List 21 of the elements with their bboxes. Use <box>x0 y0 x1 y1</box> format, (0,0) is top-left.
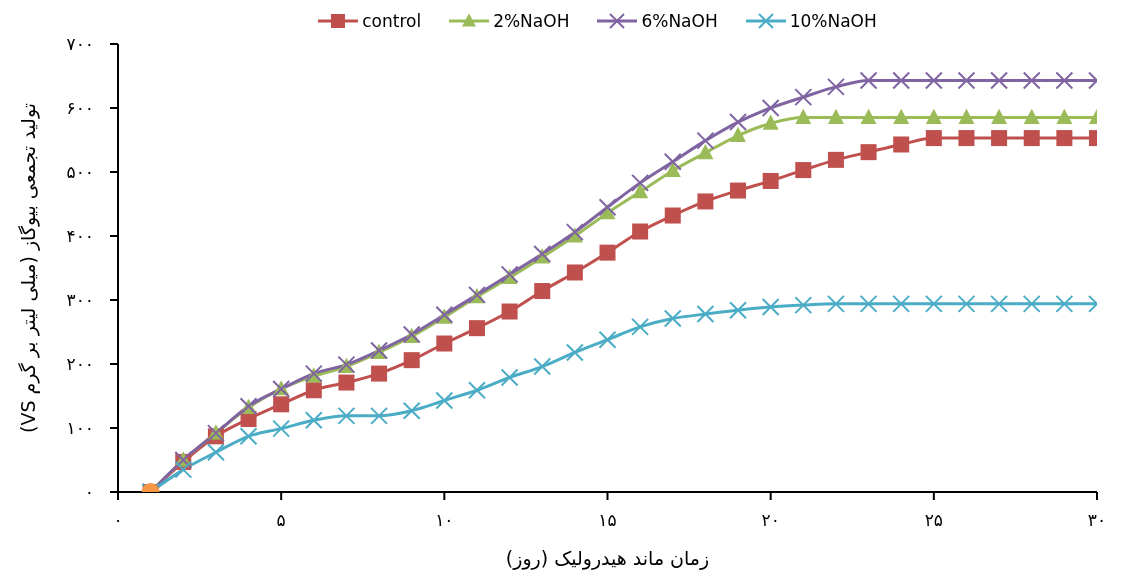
y-tick-label: ۶۰۰ <box>66 98 94 119</box>
x-axis-title: زمان ماند هیدرولیک (روز) <box>505 547 710 571</box>
x-tick-label: ۰ <box>113 510 123 531</box>
x-tick-label: ۵ <box>276 510 286 531</box>
legend-label: 2%NaOH <box>493 11 570 31</box>
y-axis-title: تولید تجمعی بیوگاز (میلی لیتر بر گرم VS) <box>16 103 40 433</box>
y-tick-label: ۲۰۰ <box>66 354 94 375</box>
x-tick-label: ۲۰ <box>761 510 780 531</box>
x-tick-label: ۲۵ <box>924 510 943 531</box>
x-tick-label: ۱۰ <box>435 510 454 531</box>
x-tick-label: ۱۵ <box>598 510 617 531</box>
y-tick-label: ۱۰۰ <box>66 418 94 439</box>
x-tick-label: ۳۰ <box>1087 510 1107 531</box>
legend-label: 10%NaOH <box>789 11 877 31</box>
y-tick-label: ۴۰۰ <box>66 226 94 247</box>
legend-label: 6%NaOH <box>641 11 718 31</box>
y-tick-label: ۷۰۰ <box>66 34 94 55</box>
y-tick-label: ۳۰۰ <box>66 290 94 311</box>
y-tick-label: ۰ <box>84 482 94 503</box>
y-tick-label: ۵۰۰ <box>66 162 94 183</box>
legend-label: control <box>362 11 422 31</box>
